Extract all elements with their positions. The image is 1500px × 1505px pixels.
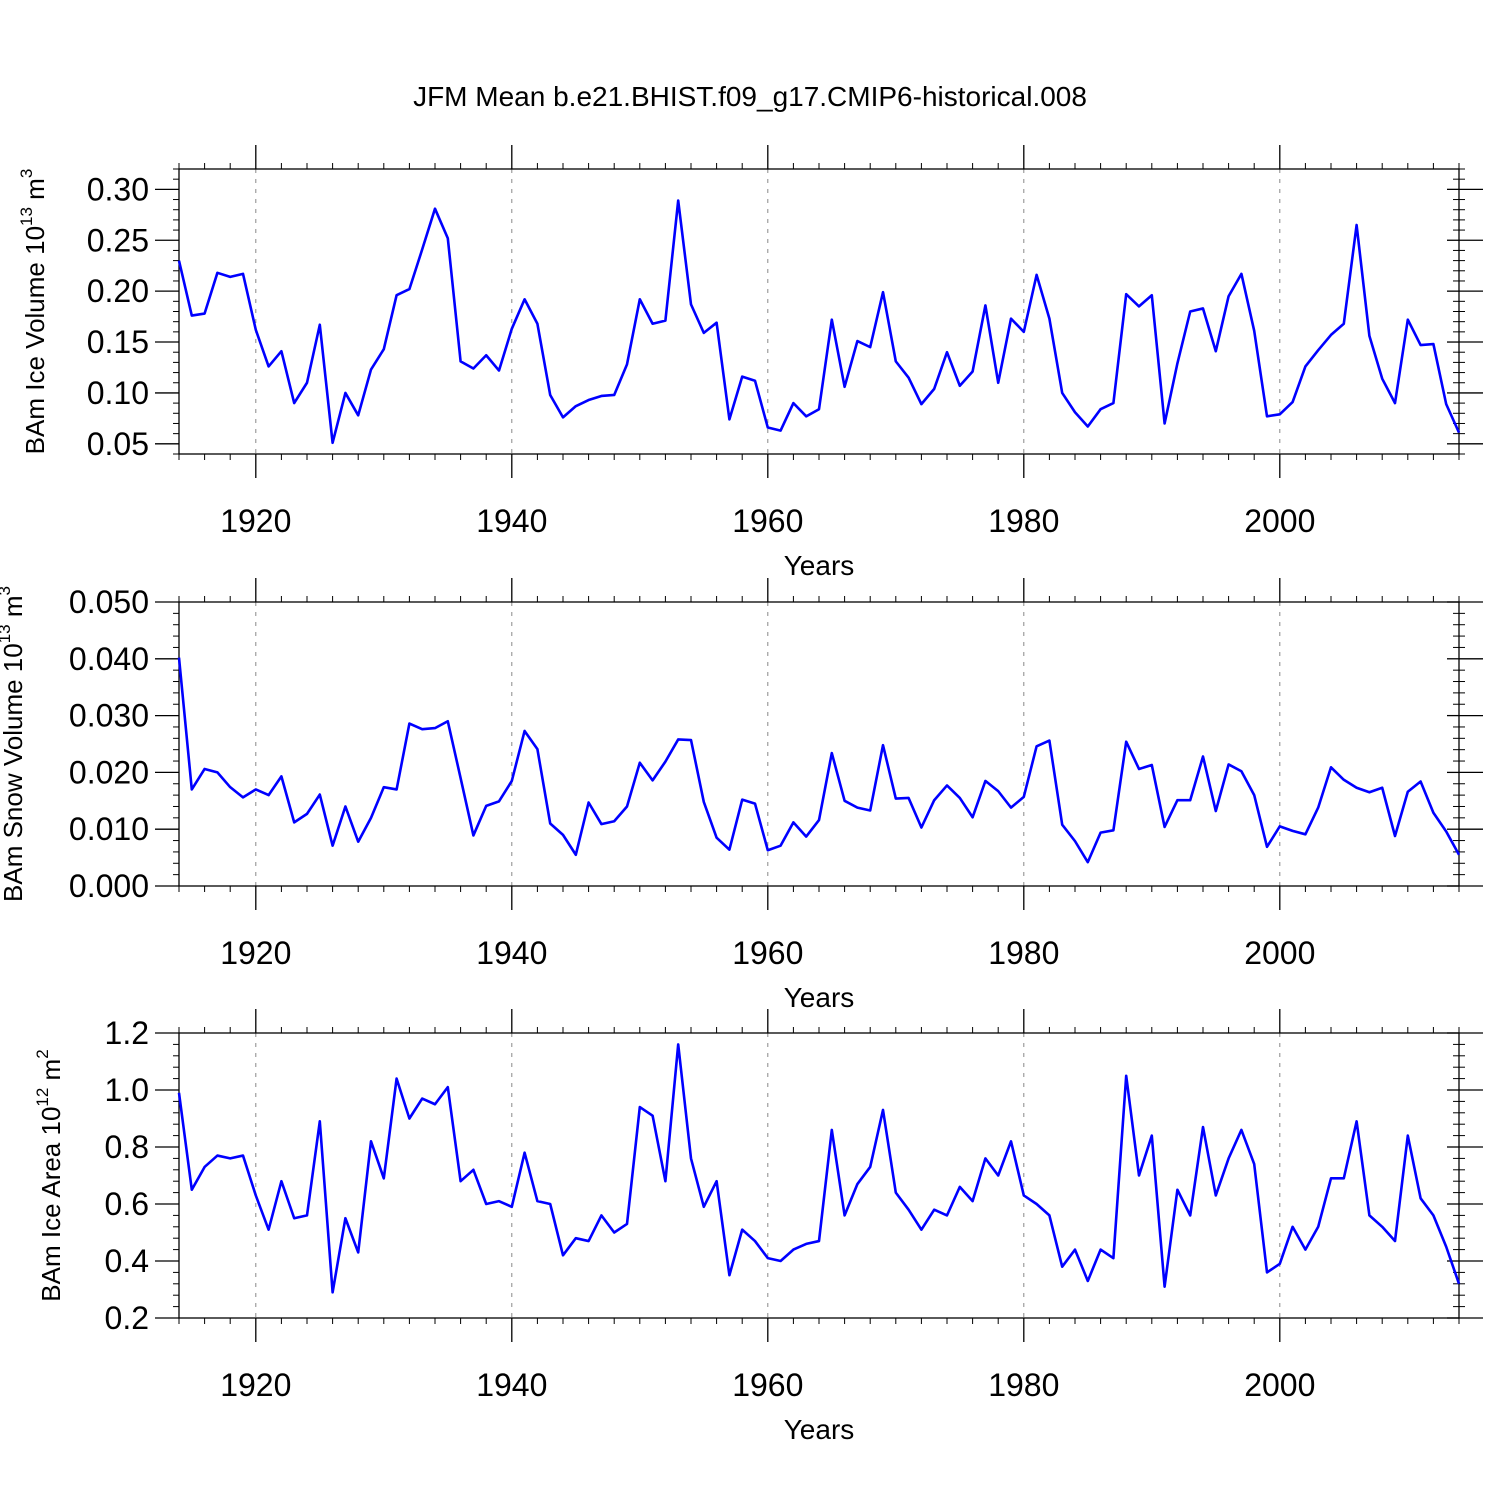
data-series-line — [177, 657, 1461, 864]
data-series-line — [177, 199, 1461, 445]
y-tick-label: 0.030 — [69, 698, 149, 734]
y-tick-label: 1.0 — [105, 1072, 149, 1108]
y-tick-label: 0.040 — [69, 641, 149, 677]
x-tick-label: 2000 — [1244, 503, 1315, 539]
x-axis-label: Years — [784, 550, 855, 581]
x-tick-label: 1920 — [220, 935, 291, 971]
y-axis-label-exponent: 12 — [33, 1088, 52, 1107]
y-axis-label-exponent: 13 — [0, 624, 14, 643]
y-tick-label: 0.25 — [87, 222, 149, 258]
x-tick-label: 2000 — [1244, 1367, 1315, 1403]
chart-title: JFM Mean b.e21.BHIST.f09_g17.CMIP6-histo… — [413, 81, 1087, 112]
y-axis-label-text: BAm Ice Area 10 — [36, 1107, 66, 1302]
x-tick-label: 1960 — [732, 1367, 803, 1403]
y-axis-label-unit-exponent: 2 — [33, 1049, 52, 1058]
panel-1: 1920 1940 1960 1980 2000 0.05 0.10 0.15 0.20 0.25… — [17, 145, 1483, 581]
y-axis-label-exponent: 13 — [17, 207, 36, 226]
y-axis-label-text: BAm Snow Volume 10 — [0, 643, 28, 902]
y-tick-label: 1.2 — [105, 1015, 149, 1051]
x-tick-label: 1920 — [220, 1367, 291, 1403]
panel-3: 1920 1940 1960 1980 2000 0.2 0.4 0.6 0.8 1.0 1.2 Ye… — [33, 1009, 1483, 1445]
x-tick-label: 1940 — [476, 935, 547, 971]
y-tick-label: 0.010 — [69, 811, 149, 847]
y-tick-label: 0.10 — [87, 375, 149, 411]
y-tick-label: 0.050 — [69, 584, 149, 620]
y-tick-label: 0.4 — [105, 1243, 149, 1279]
y-axis-label: BAm Ice Volume 1013 m3 — [17, 169, 50, 455]
x-tick-label: 1920 — [220, 503, 291, 539]
y-tick-label: 0.2 — [105, 1300, 149, 1336]
x-tick-label: 1960 — [732, 503, 803, 539]
x-tick-label: 1980 — [988, 503, 1059, 539]
y-axis-label-unit: m — [20, 178, 50, 207]
y-tick-label: 0.30 — [87, 171, 149, 207]
panel-2: 1920 1940 1960 1980 2000 0.000 0.010 0.020 0.030… — [0, 578, 1483, 1013]
x-tick-label: 1940 — [476, 503, 547, 539]
y-axis-label-unit: m — [0, 595, 28, 624]
x-tick-label: 1940 — [476, 1367, 547, 1403]
y-tick-label: 0.020 — [69, 754, 149, 790]
y-tick-label: 0.05 — [87, 426, 149, 462]
y-tick-label: 0.6 — [105, 1186, 149, 1222]
y-axis-label-unit: m — [36, 1059, 66, 1088]
y-tick-label: 0.8 — [105, 1129, 149, 1165]
y-axis-label-unit-exponent: 3 — [17, 169, 36, 178]
x-axis-label: Years — [784, 1414, 855, 1445]
y-axis-label-unit-exponent: 3 — [0, 586, 14, 595]
plot-frame — [178, 1032, 1460, 1319]
y-tick-label: 0.000 — [69, 868, 149, 904]
x-tick-label: 1960 — [732, 935, 803, 971]
y-tick-label: 0.20 — [87, 273, 149, 309]
y-tick-label: 0.15 — [87, 324, 149, 360]
y-axis-label-text: BAm Ice Volume 10 — [20, 226, 50, 454]
x-axis-label: Years — [784, 982, 855, 1013]
y-axis-label: BAm Snow Volume 1013 m3 — [0, 586, 28, 902]
x-tick-label: 2000 — [1244, 935, 1315, 971]
data-series-line — [177, 1043, 1461, 1294]
y-axis-label: BAm Ice Area 1012 m2 — [33, 1049, 66, 1301]
x-tick-label: 1980 — [988, 935, 1059, 971]
x-tick-label: 1980 — [988, 1367, 1059, 1403]
